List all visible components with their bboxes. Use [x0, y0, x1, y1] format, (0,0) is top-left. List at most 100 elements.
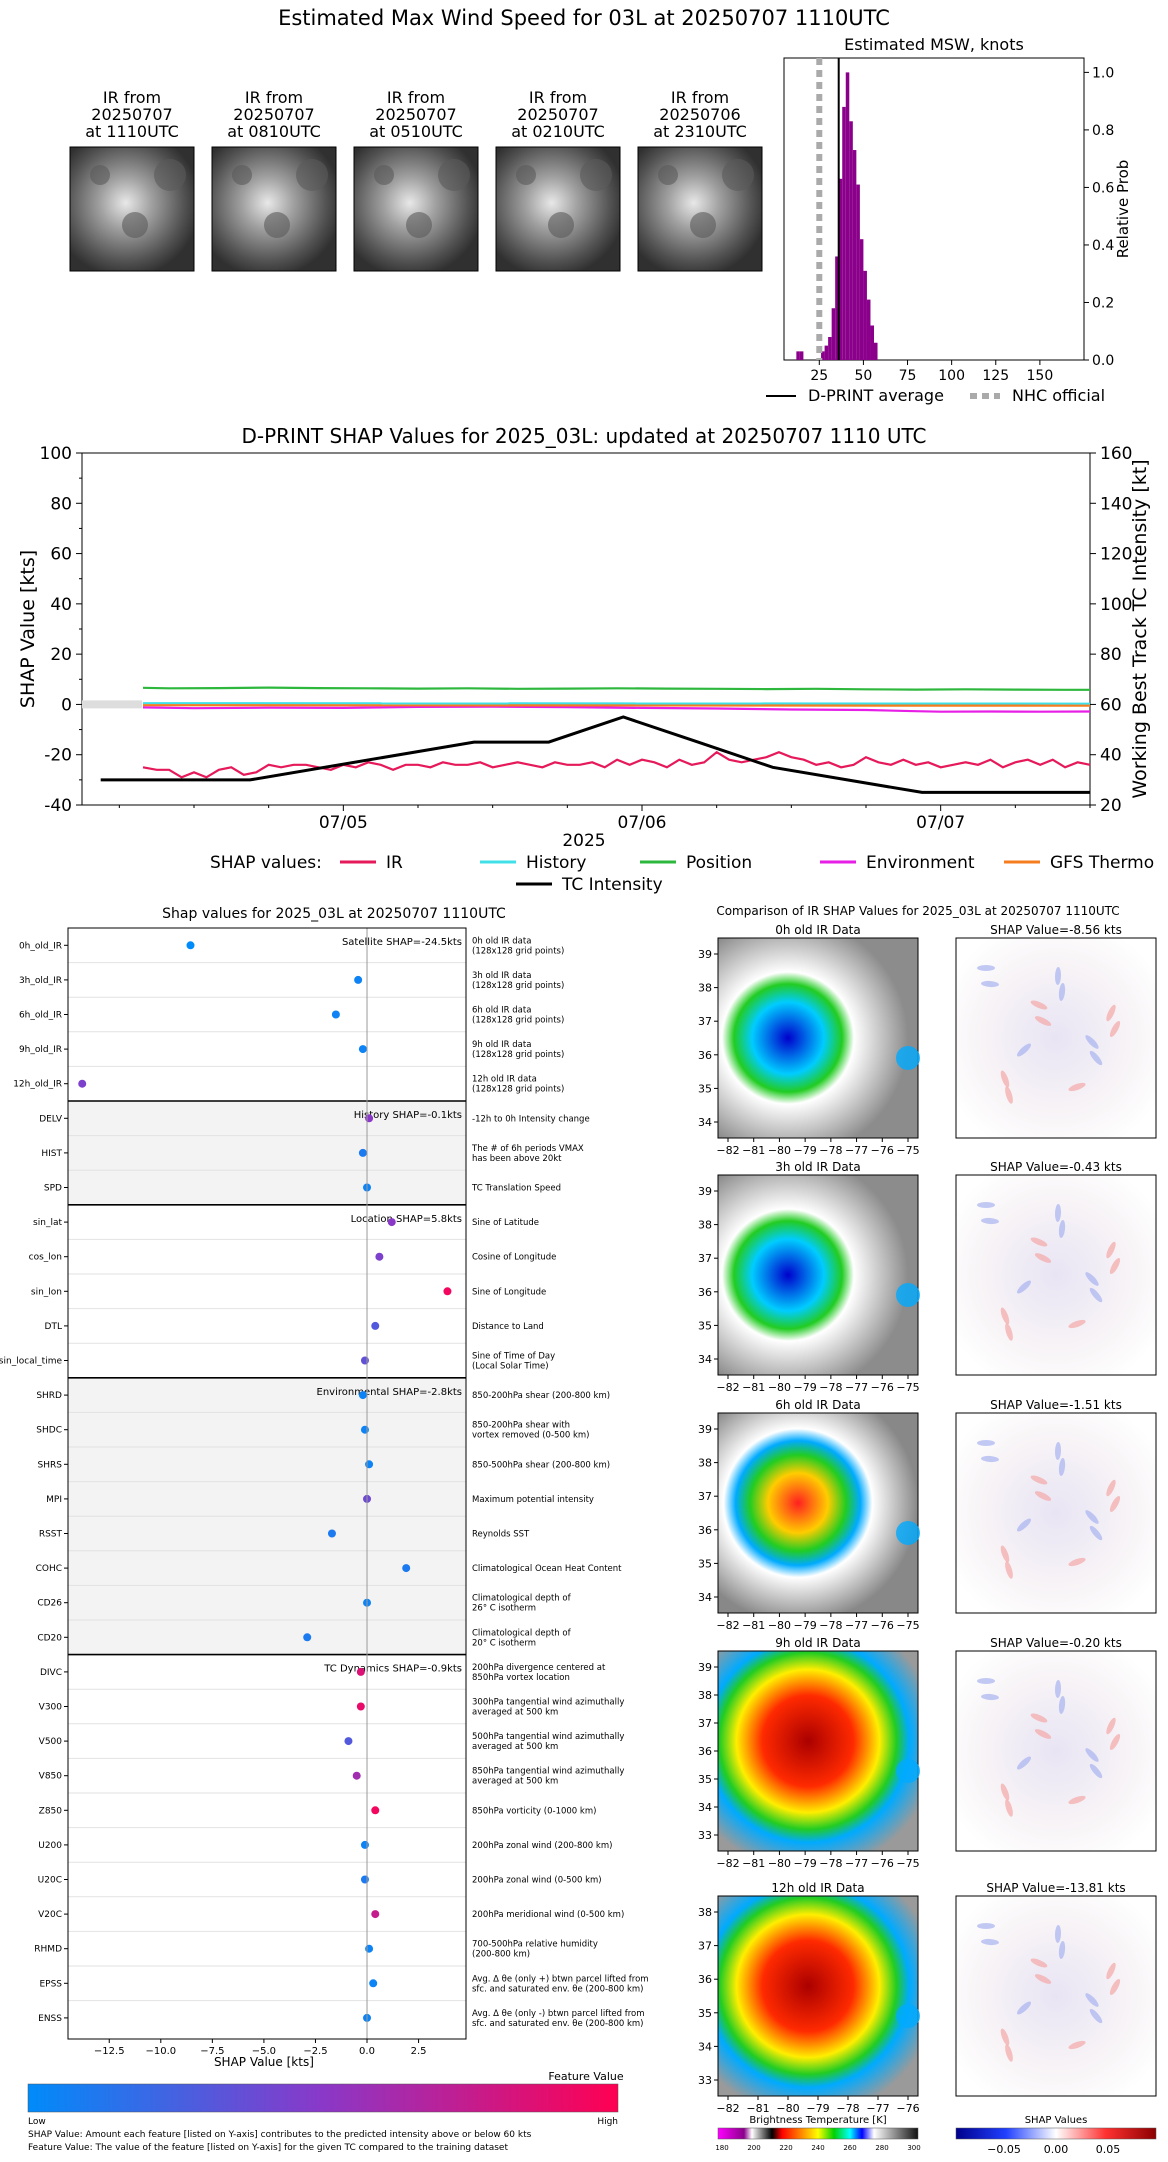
- shap-ts-ytick-label: 40: [50, 595, 72, 615]
- cloud-texture: [516, 165, 536, 185]
- shap-ts-plot-area: [81, 452, 1091, 806]
- ir-ytick-label: 39: [698, 1661, 712, 1674]
- feature-group-label: Location SHAP=5.8kts: [351, 1214, 462, 1225]
- feature-name: DIVC: [40, 1668, 62, 1678]
- hist-bar: [821, 351, 825, 360]
- shap-pattern: [1089, 1287, 1103, 1303]
- feature-description: 850hPa tangential wind azimuthally: [472, 1767, 624, 1777]
- shap-legend-label: Environment: [866, 853, 975, 873]
- ir-xtick-label: −81: [746, 2102, 769, 2115]
- feature-name: V300: [39, 1703, 63, 1713]
- ir-ytick-label: 33: [698, 1829, 712, 1842]
- hist-bar: [796, 351, 800, 360]
- cloud-texture: [232, 165, 252, 185]
- feature-description: -12h to 0h Intensity change: [472, 1114, 590, 1124]
- ir-ytick-label: 34: [698, 1591, 712, 1604]
- ir-xtick-label: −82: [716, 1381, 739, 1394]
- feature-name: HIST: [41, 1149, 62, 1159]
- shap-pattern: [1034, 1491, 1052, 1501]
- ir-xtick-label: −79: [794, 1144, 817, 1157]
- thumb-label-1: IR from: [245, 88, 303, 107]
- feature-shap-frame: [67, 927, 467, 2040]
- feature-shap-point: [365, 1944, 374, 1953]
- feature-description: 20° C isotherm: [472, 1638, 536, 1648]
- ir-ytick-label: 38: [698, 1689, 712, 1702]
- shap-pattern: [981, 980, 999, 988]
- feature-name: SPD: [44, 1184, 62, 1194]
- shap-pattern: [981, 1938, 999, 1946]
- ir-xtick-label: −77: [845, 1144, 868, 1157]
- thumb-label-3: at 1110UTC: [85, 122, 179, 141]
- feature-name: MPI: [46, 1495, 62, 1505]
- bt-tick-label: 220: [779, 2144, 792, 2152]
- shap-pattern: [1089, 2008, 1103, 2024]
- shap-pattern: [1030, 1713, 1048, 1723]
- feature-value-colorbar: [27, 2083, 619, 2113]
- feature-xtick-label: 0.0: [359, 2046, 375, 2057]
- feature-name: V850: [39, 1772, 63, 1782]
- hist-bar: [831, 308, 836, 360]
- feature-description: (Local Solar Time): [472, 1362, 549, 1372]
- feature-description: (128x128 grid points): [472, 1016, 564, 1026]
- shap-pattern: [1034, 1974, 1052, 1984]
- shap-pattern: [1085, 1748, 1099, 1762]
- hist-bar: [856, 184, 860, 360]
- shap-pattern: [1068, 1082, 1086, 1092]
- page-title: Estimated Max Wind Speed for 03L at 2025…: [278, 6, 890, 30]
- ir-ytick-label: 39: [698, 1185, 712, 1198]
- feature-shap-point: [402, 1564, 411, 1573]
- feature-description: 500hPa tangential wind azimuthally: [472, 1732, 624, 1742]
- footnote-feature: Feature Value: The value of the feature …: [28, 2143, 508, 2153]
- feature-name: 0h_old_IR: [19, 941, 62, 951]
- ir-xtick-label: −79: [794, 1619, 817, 1632]
- ir-ytick-label: 35: [698, 1773, 712, 1786]
- ir-ytick-label: 36: [698, 1973, 712, 1986]
- cloud-texture: [406, 212, 432, 238]
- feature-description: 200hPa meridional wind (0-500 km): [472, 1910, 624, 1920]
- feature-description: 6h old IR data: [472, 1006, 531, 1016]
- shap-pattern: [1030, 1237, 1048, 1247]
- ir-ytick-label: 35: [698, 1082, 712, 1095]
- feature-shap-point: [369, 1979, 378, 1988]
- hist-ytick-label: 0.4: [1092, 238, 1114, 254]
- ir-ytick-label: 34: [698, 1116, 712, 1129]
- shap-ts-y2tick-label: 60: [1100, 695, 1122, 715]
- shap-pattern: [1005, 1323, 1013, 1341]
- feature-shap-point: [344, 1737, 353, 1746]
- feature-name: RHMD: [34, 1945, 62, 1955]
- shap-pattern: [1106, 1962, 1116, 1980]
- feature-name: SHRS: [38, 1460, 63, 1470]
- feature-shap-point: [443, 1287, 452, 1296]
- ir-panel-title: 9h old IR Data: [775, 1636, 861, 1650]
- feature-description: Cosine of Longitude: [472, 1253, 556, 1263]
- shap-pattern: [1054, 1925, 1062, 1943]
- shap-ts-y2label: Working Best Track TC Intensity [kt]: [1129, 459, 1151, 798]
- ir-ytick-label: 37: [698, 1015, 712, 1028]
- feature-description: Sine of Time of Day: [472, 1352, 555, 1362]
- ir-image: [717, 1650, 919, 1852]
- series-gfs-thermo: [142, 704, 1091, 707]
- ir-xtick-label: −80: [776, 2102, 799, 2115]
- ir-xtick-label: −76: [871, 1619, 894, 1632]
- feature-description: Reynolds SST: [472, 1530, 530, 1540]
- colorbar-low-label: Low: [28, 2117, 46, 2127]
- series-tc-intensity: [100, 715, 1090, 794]
- feature-shap-point: [387, 1218, 396, 1227]
- shap-pattern: [1109, 1733, 1121, 1751]
- thumb-label-2: 20250706: [659, 105, 740, 124]
- feature-description: has been above 20kt: [472, 1154, 562, 1164]
- feature-description: (200-800 km): [472, 1950, 530, 1960]
- shap-legend-label: TC Intensity: [561, 875, 663, 895]
- feature-description: 850hPa vortex location: [472, 1673, 570, 1683]
- feature-name: RSST: [39, 1530, 63, 1540]
- ir-image: [717, 1412, 919, 1614]
- shap-legend-label: IR: [386, 853, 403, 873]
- shap-panel-title: SHAP Value=-0.20 kts: [990, 1636, 1122, 1650]
- shap-pattern: [1017, 1043, 1031, 1057]
- ir-xtick-label: −82: [716, 2102, 739, 2115]
- footnote-shap: SHAP Value: Amount each feature [listed …: [28, 2130, 532, 2140]
- feature-name: COHC: [36, 1564, 62, 1574]
- ir-ytick-label: 37: [698, 1717, 712, 1730]
- ir-xtick-label: −79: [794, 1857, 817, 1870]
